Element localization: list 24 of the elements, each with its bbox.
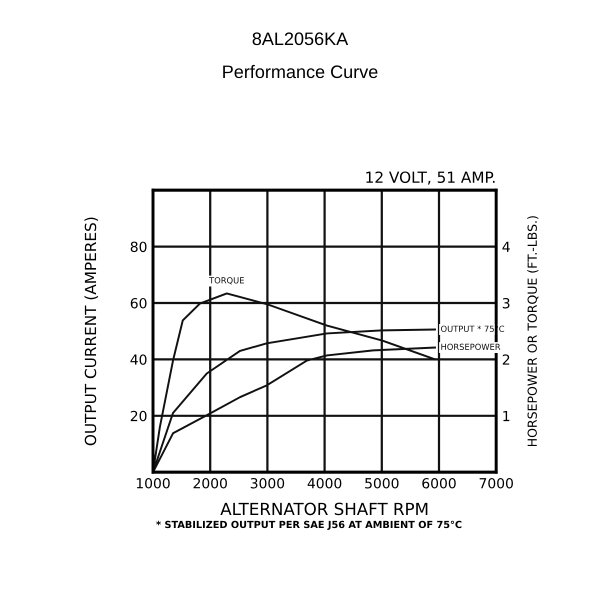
- y2-tick-label: 4: [502, 242, 510, 252]
- x-tick-label: 4000: [308, 478, 342, 489]
- y-tick-label: 40: [130, 354, 147, 365]
- series-label: HORSEPOWER: [441, 344, 500, 350]
- x-tick-label: 5000: [365, 478, 399, 489]
- y2-axis-title: HORSEPOWER OR TORQUE (FT.-LBS.): [527, 216, 538, 446]
- x-tick-label: 6000: [422, 478, 456, 489]
- x-tick-label: 2000: [194, 478, 227, 489]
- chart-subtitle: Performance Curve: [223, 64, 378, 78]
- y2-tick-label: 3: [502, 298, 510, 308]
- y2-tick-label: 2: [502, 354, 510, 365]
- x-tick-label: 3000: [250, 478, 284, 489]
- text: * STABILIZED OUTPUT PER SAE J56 AT AMBIENT OF 75°C: [156, 520, 462, 530]
- y-axis-title: OUTPUT CURRENT (AMPERES): [84, 218, 98, 446]
- y-tick-label: 20: [130, 410, 147, 422]
- series-label: TORQUE: [209, 277, 244, 284]
- x-axis-title: ALTERNATOR SHAFT RPM: [220, 502, 428, 516]
- y-tick-label: 60: [130, 298, 147, 308]
- chart-title: 8AL2056KA: [252, 32, 348, 46]
- x-tick-label: 1000: [136, 478, 170, 489]
- text: 12 VOLT, 51 AMP.: [366, 171, 495, 185]
- x-tick-label: 7000: [480, 478, 513, 489]
- y2-tick-label: 1: [503, 410, 510, 422]
- y-tick-label: 80: [130, 242, 147, 252]
